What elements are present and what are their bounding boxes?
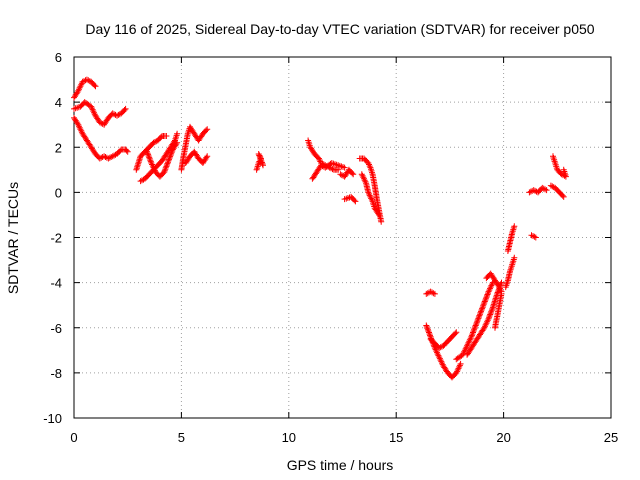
data-point xyxy=(375,210,382,217)
data-point xyxy=(161,169,168,176)
y-tick-label: 0 xyxy=(55,185,62,200)
data-point xyxy=(498,290,505,297)
data-point xyxy=(489,305,496,312)
data-point xyxy=(255,151,262,157)
data-point xyxy=(429,289,435,296)
data-point xyxy=(476,312,483,319)
data-point xyxy=(260,162,266,169)
data-point xyxy=(92,83,99,90)
data-point xyxy=(560,193,567,200)
data-point xyxy=(452,330,459,337)
data-point xyxy=(470,328,477,335)
axis-ticks: 0 5 10 15 20 25 -10 -8 -6 -4 -2 0 2 4 6 xyxy=(43,50,618,445)
data-point xyxy=(483,294,490,301)
x-tick-label: 0 xyxy=(70,430,77,445)
data-point xyxy=(457,360,464,367)
y-tick-label: -10 xyxy=(43,411,62,426)
x-axis-label: GPS time / hours xyxy=(287,457,394,473)
data-point xyxy=(174,139,181,146)
data-point xyxy=(531,233,538,240)
data-point xyxy=(121,107,128,113)
data-points xyxy=(71,76,569,381)
data-point xyxy=(349,170,356,177)
data-point xyxy=(204,153,211,160)
data-point xyxy=(341,164,348,171)
data-point xyxy=(352,198,359,205)
data-point xyxy=(468,332,475,339)
chart-title: Day 116 of 2025, Sidereal Day-to-day VTE… xyxy=(85,21,594,37)
data-point xyxy=(511,223,518,230)
data-point xyxy=(480,301,487,308)
data-point xyxy=(203,127,210,134)
data-point xyxy=(482,297,489,304)
data-point xyxy=(488,308,495,315)
data-point xyxy=(102,154,109,160)
data-point xyxy=(162,164,169,171)
y-tick-label: -4 xyxy=(50,276,62,291)
x-tick-label: 20 xyxy=(496,430,510,445)
data-point xyxy=(124,148,131,155)
y-tick-label: -8 xyxy=(50,366,62,381)
data-point xyxy=(123,147,130,154)
data-point xyxy=(472,323,479,330)
data-point xyxy=(532,234,539,241)
data-point xyxy=(542,186,549,193)
data-point xyxy=(203,154,210,161)
data-point xyxy=(527,188,534,195)
data-point xyxy=(559,192,566,199)
data-point xyxy=(145,153,152,159)
data-point xyxy=(478,308,484,315)
data-point xyxy=(425,328,432,335)
x-tick-label: 15 xyxy=(389,430,403,445)
data-point xyxy=(174,130,181,137)
y-tick-label: -6 xyxy=(50,321,62,336)
data-point xyxy=(164,160,171,167)
data-point xyxy=(530,233,536,239)
data-point xyxy=(163,133,170,139)
grid xyxy=(74,57,611,418)
data-point xyxy=(453,329,460,336)
y-tick-label: 4 xyxy=(55,95,62,110)
data-point xyxy=(431,290,438,297)
y-axis-label: SDTVAR / TECUs xyxy=(5,182,21,294)
x-tick-label: 5 xyxy=(178,430,185,445)
y-tick-label: -2 xyxy=(50,231,62,246)
data-point xyxy=(486,312,493,319)
data-point xyxy=(144,148,150,155)
x-tick-label: 10 xyxy=(282,430,296,445)
data-point xyxy=(376,211,382,218)
y-tick-label: 6 xyxy=(55,50,62,65)
y-tick-label: 2 xyxy=(55,140,62,155)
data-point xyxy=(173,141,180,148)
data-point xyxy=(258,159,265,166)
data-point xyxy=(168,149,175,156)
data-point xyxy=(350,171,357,178)
data-point xyxy=(560,166,567,173)
data-point xyxy=(329,166,336,173)
data-point xyxy=(424,325,431,332)
data-point xyxy=(427,332,433,339)
data-point xyxy=(543,187,550,194)
data-point xyxy=(166,156,172,163)
data-point xyxy=(378,218,385,225)
data-point xyxy=(511,254,518,261)
data-point xyxy=(473,321,480,328)
data-point xyxy=(351,197,358,204)
data-point xyxy=(91,82,98,89)
data-point xyxy=(122,105,129,112)
data-point xyxy=(479,305,486,312)
data-point xyxy=(146,155,153,162)
x-tick-label: 25 xyxy=(604,430,618,445)
data-point xyxy=(204,126,211,133)
